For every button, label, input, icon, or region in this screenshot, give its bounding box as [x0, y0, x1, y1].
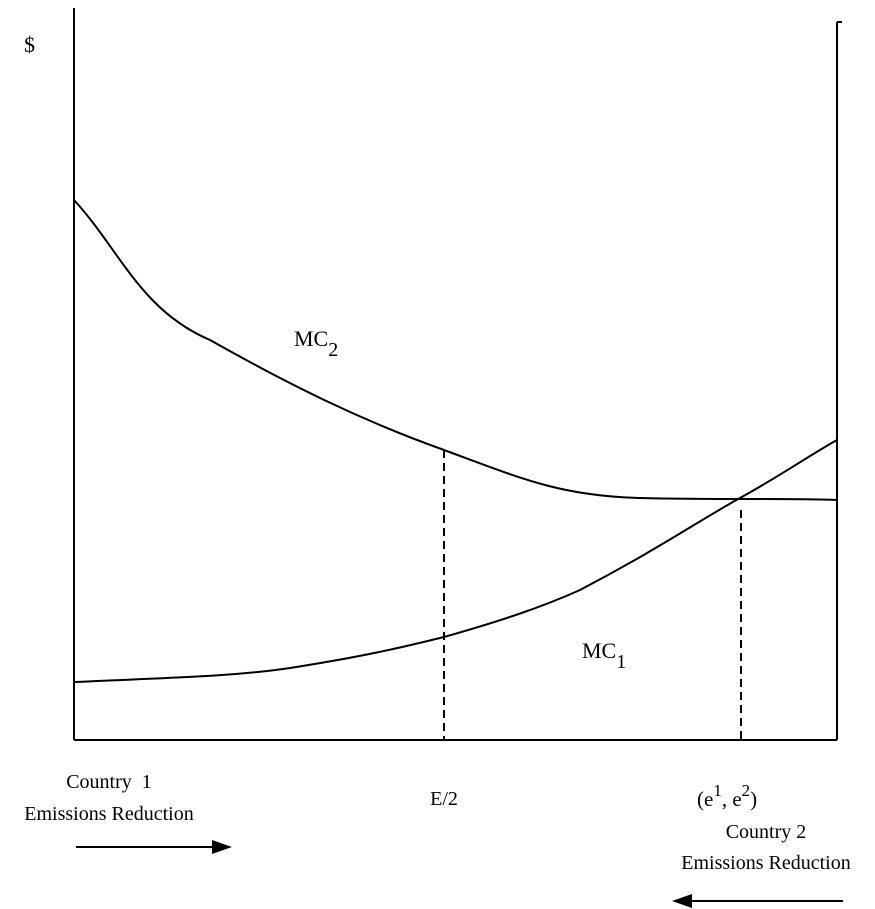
country2-label: Country 2 [726, 821, 807, 843]
mc2-curve [73, 199, 838, 501]
country1-arrow-icon [76, 840, 232, 854]
country1-label: Country 1 [66, 771, 152, 793]
equilibrium-marker-label: (e1, e2) [697, 781, 757, 811]
y-axis-symbol: $ [24, 32, 35, 57]
country1-sublabel: Emissions Reduction [24, 803, 193, 825]
country2-sublabel: Emissions Reduction [681, 852, 850, 874]
mc1-curve [73, 439, 838, 683]
mc2-label: MC2 [294, 326, 338, 361]
half-marker-label: E/2 [430, 788, 458, 810]
country2-arrow-icon [672, 894, 843, 908]
mc1-label: MC1 [582, 638, 626, 673]
